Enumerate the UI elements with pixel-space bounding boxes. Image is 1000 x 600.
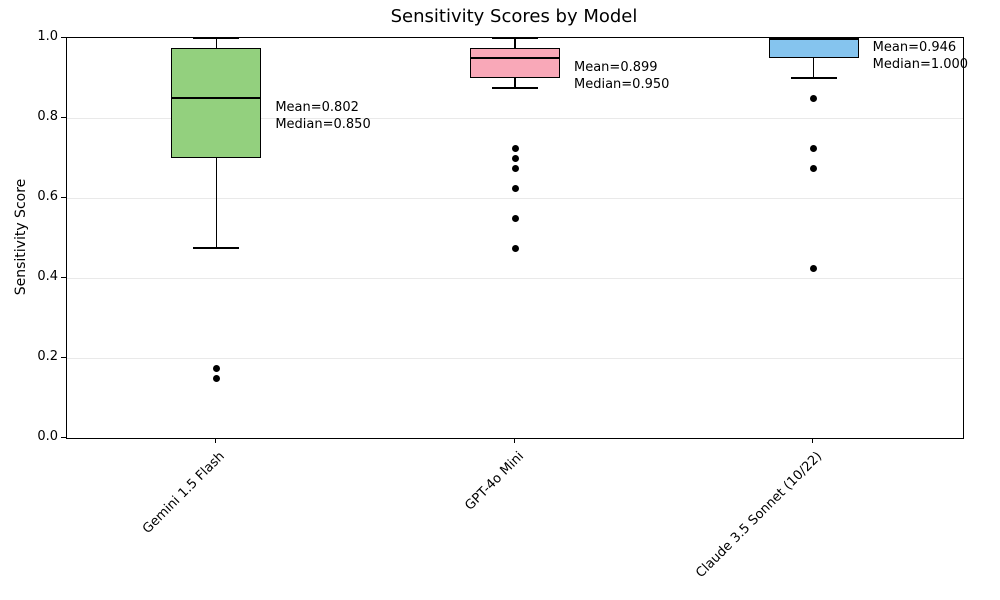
lower-whisker-gemini-1-5-flash <box>215 158 218 248</box>
outlier-claude-3-5-sonnet-10-22 <box>810 164 818 172</box>
x-tick-mark <box>513 438 515 443</box>
y-tick-mark <box>61 196 66 198</box>
median-claude-3-5-sonnet-10-22 <box>768 38 859 40</box>
y-tick-mark <box>61 276 66 278</box>
box-claude-3-5-sonnet-10-22 <box>768 38 859 58</box>
stat-annotation-line: Mean=0.899 <box>574 60 658 75</box>
lower-whisker-gpt-4o-mini <box>514 78 516 88</box>
y-tick-mark <box>61 356 66 358</box>
lower-cap-claude-3-5-sonnet-10-22 <box>790 77 837 79</box>
lower-whisker-claude-3-5-sonnet-10-22 <box>812 58 815 78</box>
box-gemini-1-5-flash <box>171 48 262 158</box>
stat-annotation-line: Mean=0.946 <box>872 40 957 55</box>
gridline-0.6 <box>67 197 963 199</box>
y-tick-label: 0.2 <box>37 349 58 364</box>
gridline-0.4 <box>67 277 963 279</box>
median-gpt-4o-mini <box>470 57 560 59</box>
outlier-gpt-4o-mini <box>511 144 519 152</box>
x-tick-label-claude-3-5-sonnet-10-22: Claude 3.5 Sonnet (10/22) <box>693 449 826 581</box>
y-tick-label: 1.0 <box>37 29 58 44</box>
y-tick-label: 0.6 <box>37 189 58 204</box>
lower-cap-gemini-1-5-flash <box>193 247 240 249</box>
outlier-gemini-1-5-flash <box>212 374 220 382</box>
stat-annotation-line: Median=1.000 <box>872 57 969 72</box>
x-tick-mark <box>214 438 216 443</box>
gridline-0.8 <box>67 117 963 119</box>
y-tick-mark <box>61 36 66 38</box>
chart-title: Sensitivity Scores by Model <box>390 6 638 27</box>
gridline-0.2 <box>67 357 963 359</box>
stat-annotation-line: Median=0.950 <box>574 77 670 92</box>
y-tick-label: 0.8 <box>37 109 58 124</box>
x-tick-label-gpt-4o-mini: GPT-4o Mini <box>461 449 527 514</box>
stat-annotation-gemini-1-5-flash: Mean=0.802 Median=0.850 <box>275 99 370 133</box>
x-tick-mark <box>812 438 814 443</box>
outlier-claude-3-5-sonnet-10-22 <box>810 94 818 102</box>
y-tick-mark <box>61 116 66 118</box>
y-tick-label: 0.4 <box>37 269 58 284</box>
upper-cap-gpt-4o-mini <box>492 37 538 39</box>
stat-annotation-line: Mean=0.802 <box>275 100 359 115</box>
outlier-gpt-4o-mini <box>511 154 519 162</box>
lower-cap-gpt-4o-mini <box>492 87 538 89</box>
x-tick-label-gemini-1-5-flash: Gemini 1.5 Flash <box>140 449 228 537</box>
outlier-gemini-1-5-flash <box>212 364 220 372</box>
outlier-gpt-4o-mini <box>511 164 519 172</box>
box-gpt-4o-mini <box>470 48 560 78</box>
upper-whisker-gpt-4o-mini <box>514 38 516 48</box>
median-gemini-1-5-flash <box>171 97 262 99</box>
outlier-claude-3-5-sonnet-10-22 <box>810 264 818 272</box>
stat-annotation-gpt-4o-mini: Mean=0.899 Median=0.950 <box>574 59 669 93</box>
upper-whisker-gemini-1-5-flash <box>215 38 218 48</box>
y-tick-label: 0.0 <box>37 429 58 444</box>
stat-annotation-line: Median=0.850 <box>275 117 371 132</box>
outlier-gpt-4o-mini <box>511 214 519 222</box>
outlier-gpt-4o-mini <box>511 244 519 252</box>
plot-area <box>66 37 964 439</box>
stat-annotation-claude-3-5-sonnet-10-22: Mean=0.946 Median=1.000 <box>873 39 968 73</box>
outlier-gpt-4o-mini <box>511 184 519 192</box>
y-tick-mark <box>61 436 66 438</box>
outlier-claude-3-5-sonnet-10-22 <box>810 144 818 152</box>
upper-cap-gemini-1-5-flash <box>193 37 240 39</box>
